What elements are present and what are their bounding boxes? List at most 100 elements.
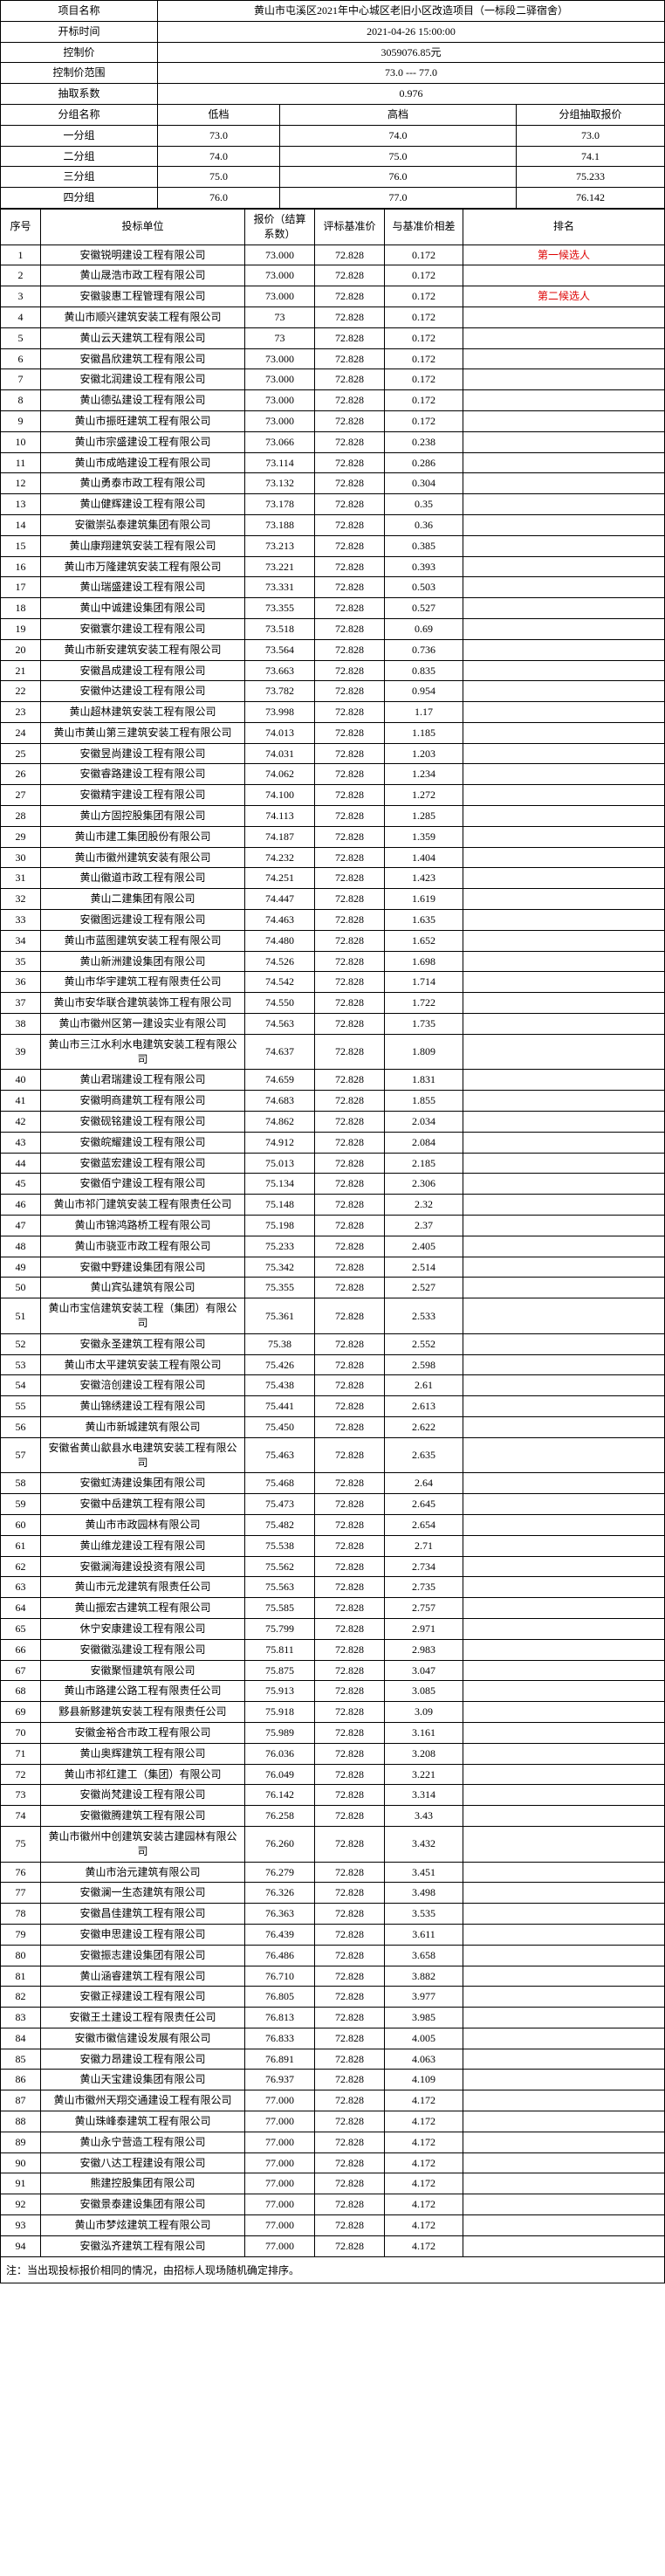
cell-seq: 1	[1, 245, 41, 265]
cell-offer: 73.066	[245, 431, 315, 452]
cell-seq: 32	[1, 889, 41, 910]
cell-base: 72.828	[315, 2194, 385, 2215]
cell-diff: 1.635	[385, 910, 463, 931]
table-row: 86黄山天宝建设集团有限公司76.93772.8284.109	[1, 2070, 665, 2090]
cell-base: 72.828	[315, 618, 385, 639]
cell-seq: 76	[1, 1862, 41, 1883]
cell-unit: 安徽八达工程建设有限公司	[41, 2152, 245, 2173]
table-row: 45安徽佰宁建设工程有限公司75.13472.8282.306	[1, 1174, 665, 1195]
cell-diff: 2.757	[385, 1598, 463, 1619]
cell-unit: 安徽中岳建筑工程有限公司	[41, 1494, 245, 1515]
cell-diff: 4.172	[385, 2215, 463, 2236]
cell-seq: 7	[1, 369, 41, 390]
cell-rank	[463, 1473, 665, 1494]
group-row: 一分组73.074.073.0	[1, 125, 665, 146]
cell-seq: 79	[1, 1924, 41, 1945]
cell-seq: 62	[1, 1556, 41, 1577]
cell-rank	[463, 993, 665, 1014]
cell-base: 72.828	[315, 722, 385, 743]
cell-rank	[463, 1354, 665, 1375]
cell-unit: 安徽明商建筑工程有限公司	[41, 1091, 245, 1112]
cell-base: 72.828	[315, 764, 385, 785]
table-row: 19安徽寰尔建设工程有限公司73.51872.8280.69	[1, 618, 665, 639]
cell-unit: 安徽崇弘泰建筑集团有限公司	[41, 514, 245, 535]
cell-base: 72.828	[315, 514, 385, 535]
cell-offer: 73.000	[245, 286, 315, 307]
cell-rank	[463, 1764, 665, 1785]
cell-diff: 1.735	[385, 1014, 463, 1035]
cell-rank	[463, 1556, 665, 1577]
table-row: 77安徽澜一生态建筑有限公司76.32672.8283.498	[1, 1883, 665, 1904]
cell-seq: 64	[1, 1598, 41, 1619]
cell-seq: 74	[1, 1806, 41, 1827]
cell-rank	[463, 972, 665, 993]
cell-unit: 黄山市祁红建工（集团）有限公司	[41, 1764, 245, 1785]
cell-base: 72.828	[315, 1416, 385, 1437]
cell-seq: 14	[1, 514, 41, 535]
cell-rank	[463, 1437, 665, 1473]
table-row: 12黄山勇泰市政工程有限公司73.13272.8280.304	[1, 473, 665, 494]
cell-base: 72.828	[315, 577, 385, 598]
cell-base: 72.828	[315, 1862, 385, 1883]
cell-diff: 4.109	[385, 2070, 463, 2090]
cell-seq: 5	[1, 327, 41, 348]
cell-rank	[463, 1494, 665, 1515]
cell-diff: 1.359	[385, 826, 463, 847]
table-row: 92安徽景泰建设集团有限公司77.00072.8284.172	[1, 2194, 665, 2215]
cell-unit: 安徽昌欣建筑工程有限公司	[41, 348, 245, 369]
cell-rank	[463, 1375, 665, 1396]
table-row: 39黄山市三江水利水电建筑安装工程有限公司74.63772.8281.809	[1, 1034, 665, 1070]
cell-unit: 黄山超林建筑安装工程有限公司	[41, 702, 245, 723]
cell-unit: 安徽金裕合市政工程有限公司	[41, 1722, 245, 1743]
cell-unit: 安徽正禄建设工程有限公司	[41, 1987, 245, 2008]
cell-diff: 4.172	[385, 2173, 463, 2194]
table-row: 40黄山君瑞建设工程有限公司74.65972.8281.831	[1, 1070, 665, 1091]
cell-offer: 76.036	[245, 1743, 315, 1764]
cell-seq: 59	[1, 1494, 41, 1515]
cell-offer: 74.912	[245, 1132, 315, 1153]
cell-base: 72.828	[315, 265, 385, 286]
cell-offer: 73.000	[245, 390, 315, 411]
cell-seq: 44	[1, 1153, 41, 1174]
open-time: 2021-04-26 15:00:00	[158, 21, 665, 42]
cell-unit: 安徽永圣建筑工程有限公司	[41, 1333, 245, 1354]
cell-base: 72.828	[315, 2008, 385, 2028]
cell-unit: 黄山锦绣建设工程有限公司	[41, 1396, 245, 1417]
cell-seq: 36	[1, 972, 41, 993]
cell-base: 72.828	[315, 452, 385, 473]
group-low: 76.0	[158, 188, 280, 209]
table-row: 71黄山奥辉建筑工程有限公司76.03672.8283.208	[1, 1743, 665, 1764]
cell-unit: 安徽昌成建设工程有限公司	[41, 660, 245, 681]
cell-diff: 0.172	[385, 327, 463, 348]
cell-base: 72.828	[315, 1702, 385, 1723]
cell-base: 72.828	[315, 286, 385, 307]
cell-rank	[463, 1883, 665, 1904]
cell-rank	[463, 1298, 665, 1334]
cell-rank	[463, 1416, 665, 1437]
cell-rank	[463, 1132, 665, 1153]
cell-base: 72.828	[315, 1924, 385, 1945]
cell-seq: 43	[1, 1132, 41, 1153]
cell-offer: 73.132	[245, 473, 315, 494]
cell-diff: 0.385	[385, 535, 463, 556]
cell-diff: 1.698	[385, 951, 463, 972]
cell-unit: 安徽蓝宏建设工程有限公司	[41, 1153, 245, 1174]
cell-diff: 1.185	[385, 722, 463, 743]
table-row: 33安徽图远建设工程有限公司74.46372.8281.635	[1, 910, 665, 931]
cell-seq: 30	[1, 847, 41, 868]
cell-seq: 21	[1, 660, 41, 681]
cell-seq: 55	[1, 1396, 41, 1417]
cell-base: 72.828	[315, 660, 385, 681]
cell-base: 72.828	[315, 785, 385, 806]
cell-offer: 75.233	[245, 1236, 315, 1257]
cell-offer: 76.891	[245, 2049, 315, 2070]
cell-unit: 安徽锐明建设工程有限公司	[41, 245, 245, 265]
cell-unit: 黄山市万隆建筑安装工程有限公司	[41, 556, 245, 577]
cell-unit: 黄山市徽州区第一建设实业有限公司	[41, 1014, 245, 1035]
cell-seq: 4	[1, 307, 41, 327]
cell-rank	[463, 598, 665, 619]
cell-offer: 76.258	[245, 1806, 315, 1827]
cell-unit: 黄山市太平建筑安装工程有限公司	[41, 1354, 245, 1375]
table-row: 67安徽聚恒建筑有限公司75.87572.8283.047	[1, 1660, 665, 1681]
cell-offer: 77.000	[245, 2152, 315, 2173]
